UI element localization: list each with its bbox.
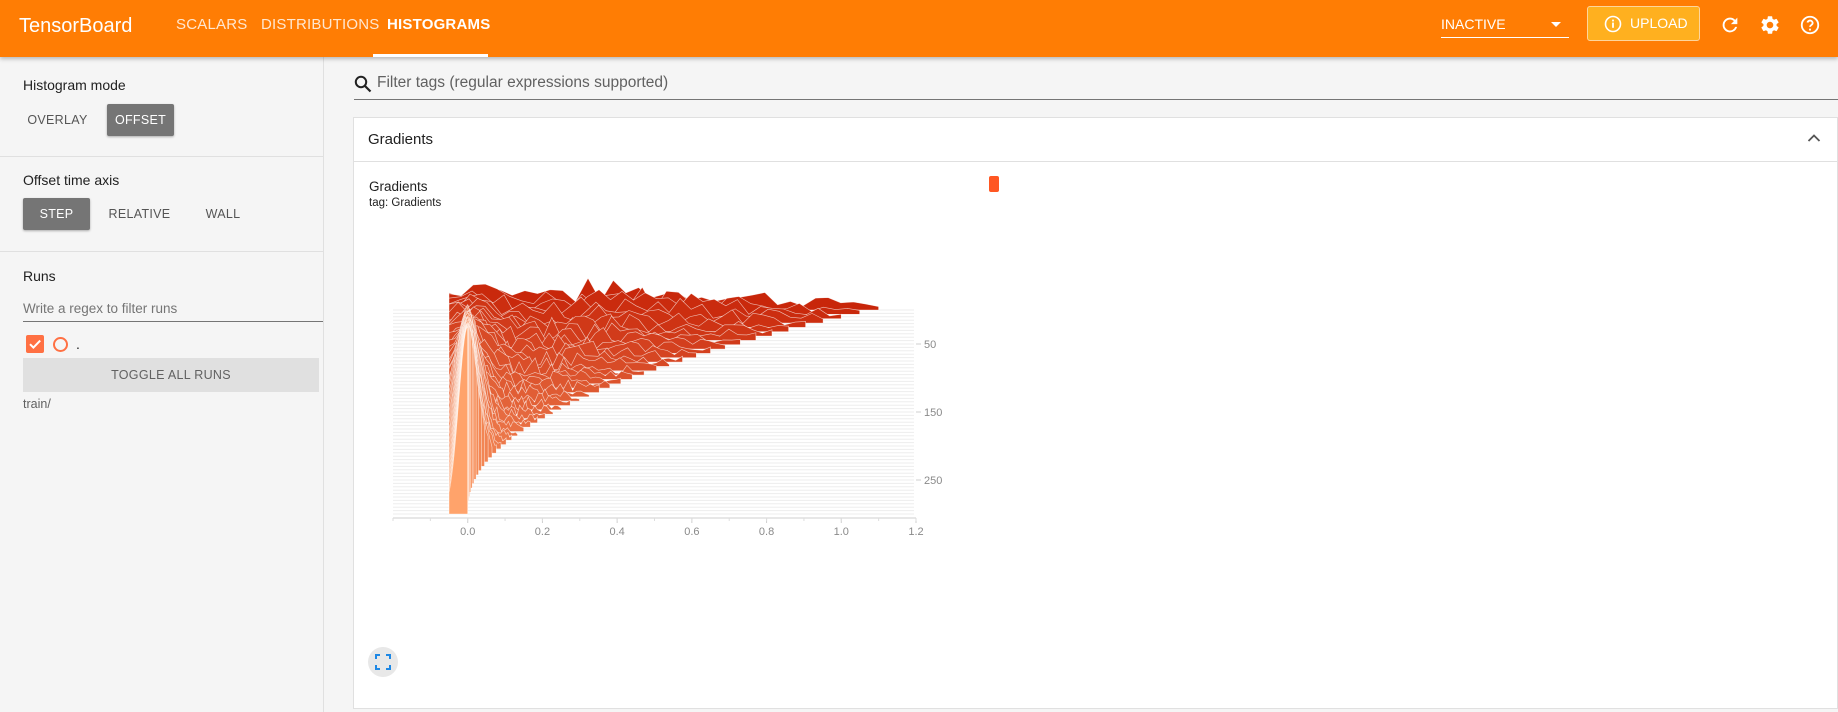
run-checkbox[interactable] [26,335,44,353]
relative-button[interactable]: RELATIVE [108,207,171,221]
inactive-select-value: INACTIVE [1441,16,1506,32]
run-color-circle[interactable] [53,337,68,352]
runs-title: Runs [23,268,56,284]
x-tick-label: 1.0 [834,526,849,538]
fullscreen-button[interactable] [368,647,398,677]
gradients-group-card: Gradients Gradients tag: Gradients 0.0 0.… [353,117,1838,709]
chart-tag: tag: Gradients [369,197,442,209]
search-icon [354,75,372,93]
sidebar-divider [0,156,323,157]
x-tick-label: 1.2 [908,526,923,538]
y-tick-label: 50 [924,339,936,351]
app-title: TensorBoard [19,15,133,37]
toggle-all-runs-button[interactable]: TOGGLE ALL RUNS [23,358,319,392]
step-button[interactable]: STEP [23,198,90,230]
upload-button[interactable]: UPLOAD [1587,6,1700,41]
offset-time-axis-title: Offset time axis [23,172,120,188]
help-icon[interactable] [1799,14,1821,36]
caret-down-icon [1551,22,1561,27]
group-title: Gradients [368,131,434,148]
histogram-mode-title: Histogram mode [23,77,126,93]
check-icon [29,339,41,350]
x-tick-label: 0.6 [684,526,699,538]
tag-filter-input[interactable]: Filter tags (regular expressions support… [354,68,1838,100]
runs-filter-input[interactable]: Write a regex to filter runs [23,299,323,322]
x-tick-label: 0.4 [609,526,624,538]
y-tick-label: 150 [924,407,942,419]
histogram-chart: 0.0 0.2 0.4 0.6 0.8 1.0 1.2 50 150 250 [392,277,942,538]
tag-filter-placeholder: Filter tags (regular expressions support… [377,74,669,91]
x-tick-label: 0.0 [460,526,475,538]
run-directory-label: train/ [23,397,51,411]
x-tick-label: 0.2 [535,526,550,538]
tab-scalars[interactable]: SCALARS [176,16,248,33]
sidebar-divider [0,251,323,252]
upload-label: UPLOAD [1630,15,1688,31]
top-app-bar: TensorBoard SCALARS DISTRIBUTIONS HISTOG… [0,0,1838,57]
inactive-dashboard-select[interactable]: INACTIVE [1441,14,1569,38]
histogram-slice [448,326,468,515]
x-tick-label: 0.8 [759,526,774,538]
overlay-button[interactable]: OVERLAY [27,113,88,127]
fullscreen-icon [375,654,391,670]
chevron-up-icon[interactable] [1807,132,1821,144]
run-color-marker [989,176,999,192]
gear-icon[interactable] [1759,14,1781,36]
tab-distributions[interactable]: DISTRIBUTIONS [261,16,380,33]
group-header[interactable]: Gradients [354,118,1837,162]
chart-title: Gradients [369,179,428,194]
run-label: . [76,336,80,352]
active-tab-indicator [373,54,488,57]
refresh-icon[interactable] [1719,14,1741,36]
offset-button[interactable]: OFFSET [107,104,174,136]
info-icon [1604,15,1622,33]
tab-histograms[interactable]: HISTOGRAMS [387,16,491,33]
wall-button[interactable]: WALL [205,207,241,221]
y-tick-label: 250 [924,475,942,487]
sidebar: Histogram mode OVERLAY OFFSET Offset tim… [0,57,324,712]
